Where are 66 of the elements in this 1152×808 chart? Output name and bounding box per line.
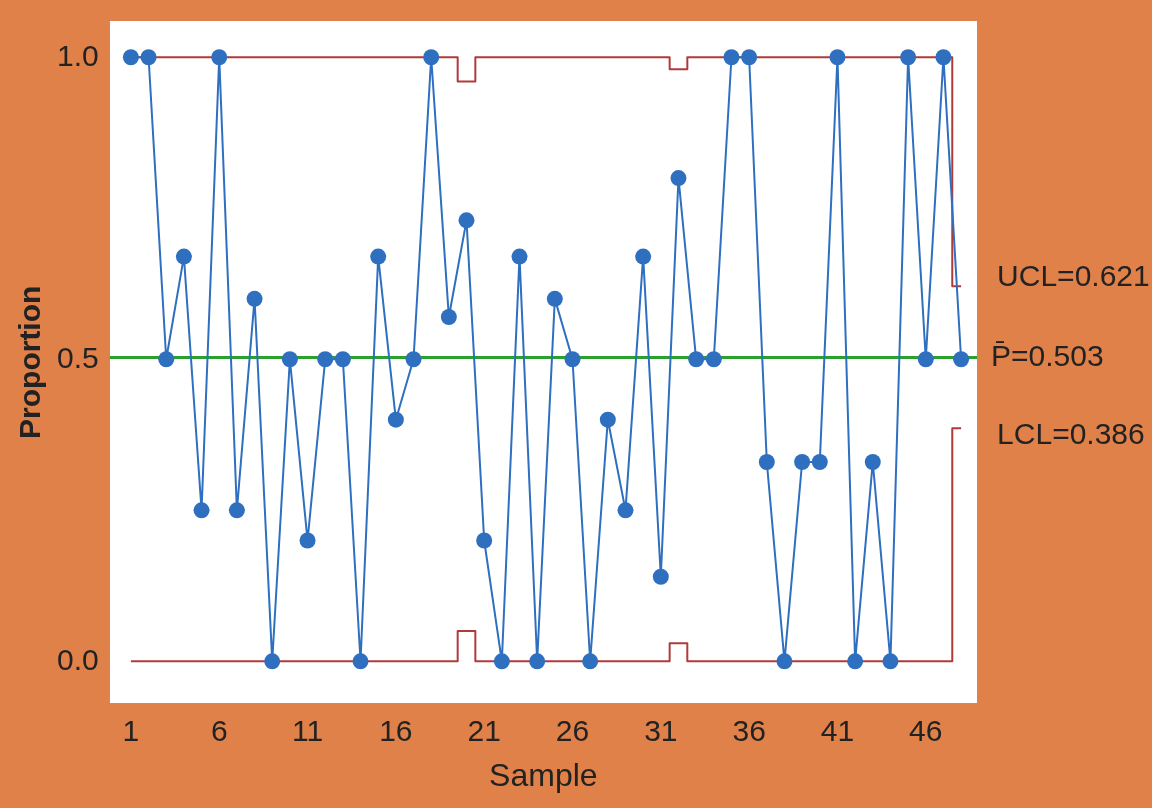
point — [299, 532, 316, 549]
x-tick-label: 26 — [555, 713, 590, 747]
point — [723, 49, 740, 66]
point — [599, 411, 616, 428]
point — [511, 248, 528, 265]
y-tick-label: 0.0 — [56, 642, 99, 676]
point — [246, 290, 263, 307]
point — [423, 49, 440, 66]
annotation: UCL=0.621 — [997, 259, 1150, 293]
x-tick-label: 21 — [467, 713, 501, 747]
point — [864, 453, 881, 470]
point — [352, 653, 369, 670]
x-tick-label: 16 — [379, 713, 413, 747]
point — [140, 49, 157, 66]
point — [882, 653, 899, 670]
point — [387, 411, 404, 428]
point — [564, 351, 581, 368]
x-axis-title: Sample — [489, 756, 598, 793]
x-tick-label: 46 — [909, 713, 943, 747]
point — [228, 502, 245, 519]
point — [476, 532, 493, 549]
point — [776, 653, 793, 670]
point — [652, 568, 669, 585]
x-tick-label: 41 — [820, 713, 855, 747]
point — [935, 49, 952, 66]
point — [317, 351, 334, 368]
point — [794, 453, 811, 470]
point — [370, 248, 387, 265]
point — [758, 453, 775, 470]
point — [847, 653, 864, 670]
x-tick-label: 6 — [210, 713, 228, 747]
point — [405, 351, 422, 368]
y-tick-label: 0.5 — [56, 340, 99, 374]
point — [829, 49, 846, 66]
point — [617, 502, 634, 519]
point — [493, 653, 510, 670]
point — [193, 502, 210, 519]
x-tick-label: 11 — [291, 713, 324, 747]
point — [741, 49, 758, 66]
point — [917, 351, 934, 368]
point — [122, 49, 139, 66]
x-tick-label: 1 — [122, 713, 140, 747]
point — [688, 351, 705, 368]
x-tick-label: 36 — [732, 713, 766, 747]
point — [440, 309, 457, 325]
point — [211, 49, 228, 66]
y-axis-title: Proportion — [13, 285, 47, 439]
x-tick-label: 31 — [644, 713, 678, 747]
ref-line-label: P̄=0.503 — [991, 338, 1104, 372]
point — [281, 351, 298, 368]
point — [175, 248, 192, 265]
point — [900, 49, 917, 66]
y-tick-label: 1.0 — [56, 38, 99, 72]
point — [529, 653, 546, 670]
point — [953, 351, 970, 368]
point — [334, 351, 351, 368]
point — [158, 351, 175, 368]
annotation: LCL=0.386 — [997, 417, 1145, 451]
point — [264, 653, 281, 670]
point — [705, 351, 722, 368]
point — [635, 248, 652, 265]
point — [811, 453, 828, 470]
point — [458, 212, 475, 229]
point — [582, 653, 599, 670]
point — [546, 290, 563, 307]
point — [670, 170, 687, 187]
